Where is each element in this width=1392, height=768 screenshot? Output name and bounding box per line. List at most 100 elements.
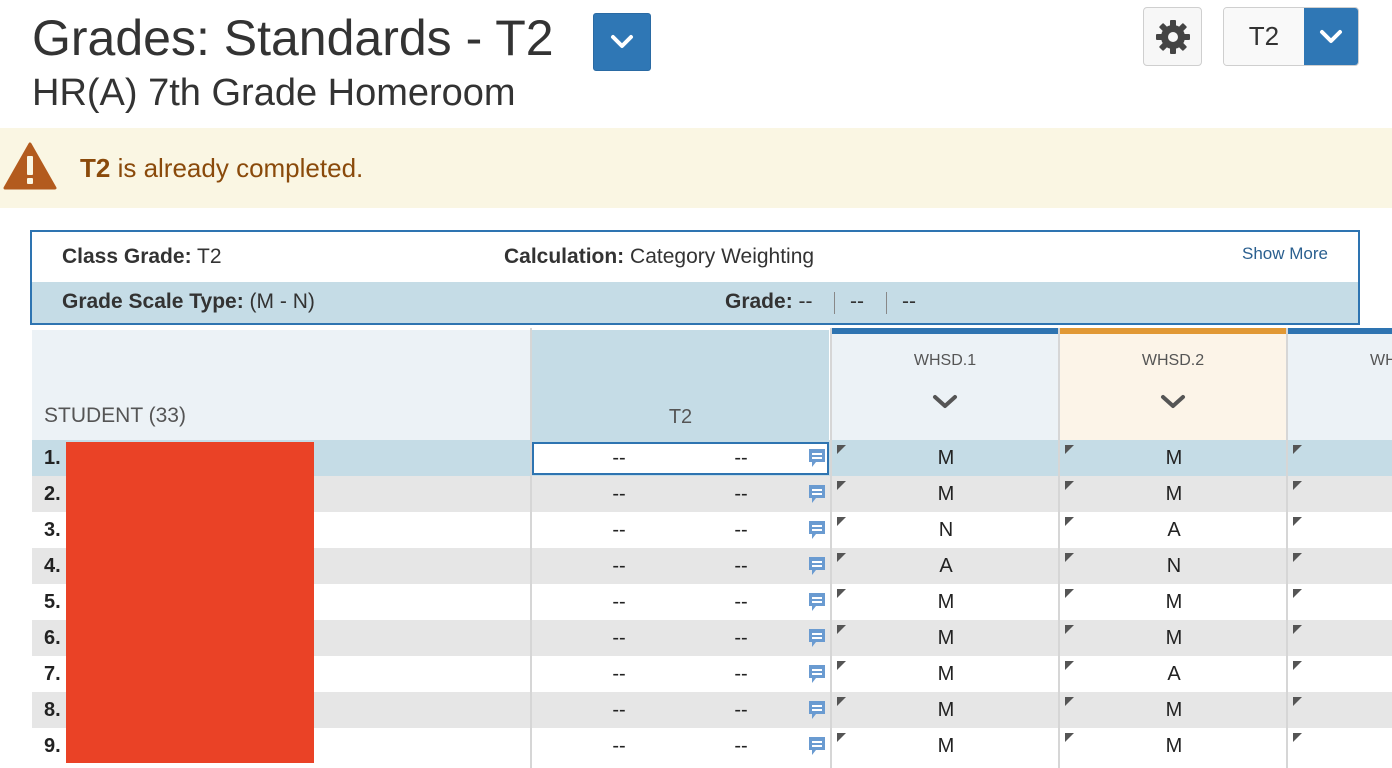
cell-flag-icon — [1293, 589, 1302, 598]
show-more-link[interactable]: Show More — [1242, 244, 1328, 263]
term-column-header: T2 — [532, 330, 829, 440]
title-dropdown-button[interactable] — [593, 13, 651, 71]
row-number: 1. — [44, 447, 61, 469]
term-grade-cell[interactable]: -- — [734, 519, 748, 541]
term-score-cell[interactable]: -- — [612, 663, 626, 685]
standard-grade-cell[interactable]: M — [1165, 735, 1183, 757]
calculation: Calculation: Category Weighting — [504, 245, 814, 269]
cell-flag-icon — [1065, 553, 1074, 562]
cell-flag-icon — [837, 733, 846, 742]
term-grade-cell[interactable]: -- — [734, 591, 748, 613]
row-number: 5. — [44, 591, 61, 613]
calculation-label: Calculation: — [504, 245, 625, 268]
term-grade-cell[interactable]: -- — [734, 663, 748, 685]
term-grade-cell[interactable]: -- — [734, 447, 748, 469]
standard-grade-cell[interactable]: A — [1167, 519, 1181, 541]
term-select-toggle[interactable] — [1303, 8, 1358, 65]
cell-flag-icon — [837, 445, 846, 454]
comment-icon[interactable] — [807, 625, 827, 649]
cell-flag-icon — [1293, 697, 1302, 706]
standard-grade-cell[interactable]: M — [937, 735, 955, 757]
chevron-down-icon[interactable] — [1160, 394, 1186, 410]
chevron-down-icon — [1319, 29, 1342, 43]
standard-name: WHSD.2 — [1141, 352, 1205, 369]
cell-flag-icon — [837, 661, 846, 670]
grade-scale-value: (M - N) — [249, 290, 315, 313]
comment-icon[interactable] — [807, 697, 827, 721]
cell-flag-icon — [1293, 445, 1302, 454]
cell-flag-icon — [1065, 589, 1074, 598]
student-column-header[interactable]: STUDENT (33) — [32, 330, 530, 440]
cell-flag-icon — [1293, 481, 1302, 490]
cell-flag-icon — [837, 625, 846, 634]
row-number: 7. — [44, 663, 61, 685]
term-select[interactable]: T2 — [1223, 7, 1359, 66]
comment-icon[interactable] — [807, 553, 827, 577]
standard-grade-cell[interactable]: M — [1165, 447, 1183, 469]
term-grade-cell[interactable]: -- — [734, 555, 748, 577]
page-title: Grades: Standards - T2 — [32, 10, 554, 66]
cell-flag-icon — [1293, 661, 1302, 670]
completed-alert: T2 is already completed. — [0, 128, 1392, 208]
term-grade-cell[interactable]: -- — [734, 699, 748, 721]
term-grade-cell[interactable]: -- — [734, 483, 748, 505]
standard-grade-cell[interactable]: A — [1167, 663, 1181, 685]
term-score-cell[interactable]: -- — [612, 483, 626, 505]
gear-icon — [1155, 19, 1190, 54]
grade-label: Grade: — [725, 290, 793, 313]
standard-grade-cell[interactable]: M — [937, 591, 955, 613]
standard-grade-cell[interactable]: M — [937, 483, 955, 505]
grade-label-text: Grade: -- — [725, 290, 813, 314]
comment-icon[interactable] — [807, 589, 827, 613]
class-grade-label: Class Grade: — [62, 245, 192, 268]
cell-flag-icon — [1065, 733, 1074, 742]
cell-flag-icon — [1065, 661, 1074, 670]
standard-grade-cell[interactable]: M — [1165, 483, 1183, 505]
divider — [886, 292, 887, 314]
calculation-value: Category Weighting — [630, 245, 815, 268]
standard-grade-cell[interactable]: M — [1165, 591, 1183, 613]
standard-grade-cell[interactable]: M — [937, 663, 955, 685]
chevron-down-icon[interactable] — [932, 394, 958, 410]
cell-flag-icon — [837, 589, 846, 598]
standard-grade-cell[interactable]: M — [1165, 627, 1183, 649]
cell-flag-icon — [1293, 733, 1302, 742]
comment-icon[interactable] — [807, 661, 827, 685]
standard-header-partial[interactable]: WH — [1288, 328, 1392, 440]
comment-icon[interactable] — [807, 517, 827, 541]
term-score-cell[interactable]: -- — [612, 627, 626, 649]
standard-grade-cell[interactable]: M — [937, 699, 955, 721]
comment-icon[interactable] — [807, 481, 827, 505]
term-score-cell[interactable]: -- — [612, 591, 626, 613]
row-number: 4. — [44, 555, 61, 577]
standard-grade-cell[interactable]: N — [938, 519, 954, 541]
row-number: 3. — [44, 519, 61, 541]
standard-grade-cell[interactable]: M — [937, 447, 955, 469]
grade-scale-type: Grade Scale Type: (M - N) — [62, 290, 315, 314]
standard-grade-cell[interactable]: M — [937, 627, 955, 649]
term-score-cell[interactable]: -- — [612, 735, 626, 757]
class-grade: Class Grade: T2 — [62, 245, 222, 269]
grade-input-box[interactable] — [532, 442, 829, 475]
cell-flag-icon — [837, 553, 846, 562]
comment-icon[interactable] — [807, 445, 827, 469]
row-number: 9. — [44, 735, 61, 757]
standard-grade-cell[interactable]: N — [1166, 555, 1182, 577]
standard-name: WH — [1370, 352, 1392, 369]
grade-value: -- — [850, 290, 864, 313]
column-divider — [1058, 328, 1060, 768]
comment-icon[interactable] — [807, 733, 827, 757]
term-score-cell[interactable]: -- — [612, 555, 626, 577]
term-score-cell[interactable]: -- — [612, 699, 626, 721]
row-number: 2. — [44, 483, 61, 505]
term-grade-cell[interactable]: -- — [734, 627, 748, 649]
standard-grade-cell[interactable]: A — [939, 555, 953, 577]
settings-button[interactable] — [1143, 7, 1202, 66]
term-score-cell[interactable]: -- — [612, 519, 626, 541]
standard-grade-cell[interactable]: M — [1165, 699, 1183, 721]
standard-header-whsd1[interactable]: WHSD.1 — [832, 328, 1058, 440]
standard-header-whsd2[interactable]: WHSD.2 — [1060, 328, 1286, 440]
term-grade-cell[interactable]: -- — [734, 735, 748, 757]
cell-flag-icon — [1293, 625, 1302, 634]
term-score-cell[interactable]: -- — [612, 447, 626, 469]
